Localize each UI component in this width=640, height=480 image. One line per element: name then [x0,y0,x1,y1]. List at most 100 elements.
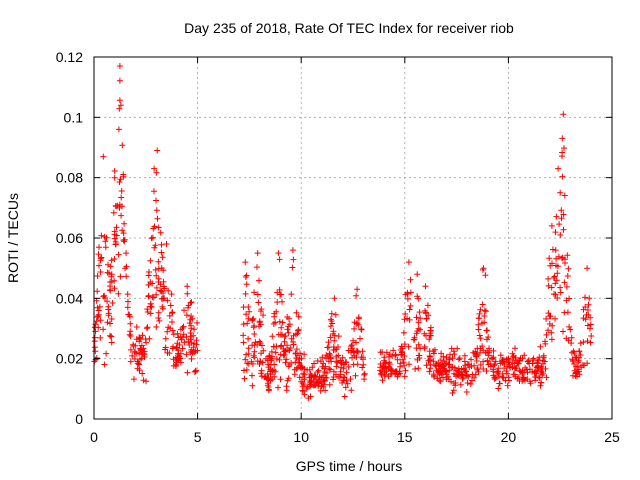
data-point [245,350,252,357]
data-point [351,325,358,332]
data-point [491,362,498,369]
data-point [249,372,255,379]
data-point [277,376,284,383]
data-point [552,247,559,254]
data-point [187,349,194,356]
data-point [131,356,138,362]
data-point [580,315,587,322]
data-point [132,342,139,349]
data-point [260,312,267,319]
data-point [93,318,100,325]
data-point [155,224,162,231]
data-point [107,287,114,294]
data-point [392,368,399,375]
data-point [311,360,317,367]
data-point [532,368,539,375]
data-point [268,366,274,373]
data-point [572,354,579,361]
data-point [104,319,111,326]
data-point [284,377,291,384]
data-point [123,273,130,280]
data-point [540,360,546,367]
data-point [542,338,548,345]
data-point [565,337,572,344]
data-point [354,348,361,355]
data-point [385,373,392,380]
data-point [507,364,514,371]
data-point [254,264,260,271]
data-point [283,383,290,390]
data-point [245,315,252,322]
data-point [335,333,342,340]
data-point [446,376,452,383]
data-point [527,380,534,387]
data-point [423,362,430,369]
data-point [240,321,247,328]
data-point [139,370,146,377]
data-point [293,346,300,353]
data-point [537,343,544,350]
data-point [557,189,564,196]
data-point [580,339,587,346]
data-point [108,333,115,340]
data-point [131,376,137,383]
data-point [321,369,328,375]
data-point [153,272,160,279]
data-point [188,333,195,340]
data-point [497,352,504,359]
data-point [116,63,123,69]
data-point [152,266,159,273]
data-point [315,367,322,374]
data-point [486,349,492,356]
data-point [406,306,413,313]
data-point [240,332,247,339]
data-point [98,232,105,239]
data-point [484,358,491,365]
data-point [280,352,287,359]
data-point [426,353,433,359]
data-point [285,323,292,330]
y-tick-label: 0 [75,411,83,427]
data-point [277,331,284,338]
data-point [587,321,594,328]
data-point [402,367,409,374]
data-point [472,371,479,378]
data-point [290,341,297,348]
data-point [561,145,567,152]
data-point [398,351,405,358]
data-point [282,359,289,366]
data-point [185,304,191,311]
data-point [351,319,358,326]
data-point [458,366,465,372]
data-point [291,366,298,373]
data-point [426,368,433,375]
data-point [349,354,356,361]
data-point [301,391,308,398]
data-point [288,335,295,342]
data-point [97,255,104,262]
data-point [193,337,200,344]
data-point [443,371,450,378]
data-point [327,366,334,373]
data-point [282,333,289,339]
data-point [535,364,542,371]
data-point [126,313,133,320]
data-point [565,265,572,272]
x-tick-label: 5 [194,429,202,445]
data-point [560,328,566,335]
data-point [273,355,280,362]
data-point [406,361,412,368]
chart-title: Day 235 of 2018, Rate Of TEC Index for r… [184,20,514,36]
data-point [153,291,160,298]
data-point [451,370,457,377]
data-point [245,345,252,352]
data-point [562,260,568,266]
data-point [298,355,305,362]
data-point [548,222,555,229]
data-point [124,304,131,311]
data-point [553,262,559,269]
data-point [102,238,109,245]
data-point [394,356,401,363]
data-point [285,329,292,336]
